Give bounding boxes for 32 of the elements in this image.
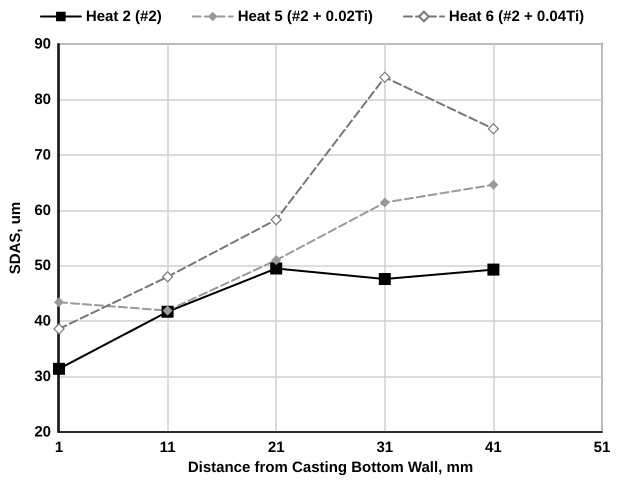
x-tick-label: 51 <box>594 439 610 456</box>
y-tick-label: 50 <box>34 257 51 274</box>
point <box>53 323 65 335</box>
y-tick-label: 20 <box>34 424 51 440</box>
point <box>53 362 65 375</box>
point <box>271 255 282 266</box>
point <box>54 297 64 308</box>
x-tick-label: 11 <box>160 439 176 456</box>
point <box>488 123 499 134</box>
point <box>270 214 282 226</box>
point <box>162 271 174 282</box>
x-tick-label: 41 <box>485 439 502 456</box>
y-axis-title: SDAS, um <box>7 202 24 274</box>
point <box>487 264 500 276</box>
point <box>488 180 498 190</box>
x-tick-label: 1 <box>54 439 64 456</box>
legend-label: Heat 2 (#2) <box>86 8 162 25</box>
legend-label: Heat 6 (#2 + 0.04Ti) <box>448 8 584 25</box>
y-tick-label: 70 <box>34 146 51 164</box>
point <box>379 72 390 83</box>
x-axis-title: Distance from Casting Bottom Wall, mm <box>188 458 474 476</box>
x-tick-label: 31 <box>376 439 394 456</box>
y-tick-label: 60 <box>34 202 51 219</box>
y-tick-label: 40 <box>34 312 51 330</box>
y-tick-label: 30 <box>34 368 51 386</box>
y-tick-label: 80 <box>34 90 51 108</box>
point <box>270 262 282 274</box>
legend-label: Heat 5 (#2 + 0.02Ti) <box>238 8 373 25</box>
y-tick-label: 90 <box>34 36 51 52</box>
point <box>380 198 390 208</box>
point <box>378 273 391 286</box>
x-tick-label: 21 <box>268 439 285 456</box>
